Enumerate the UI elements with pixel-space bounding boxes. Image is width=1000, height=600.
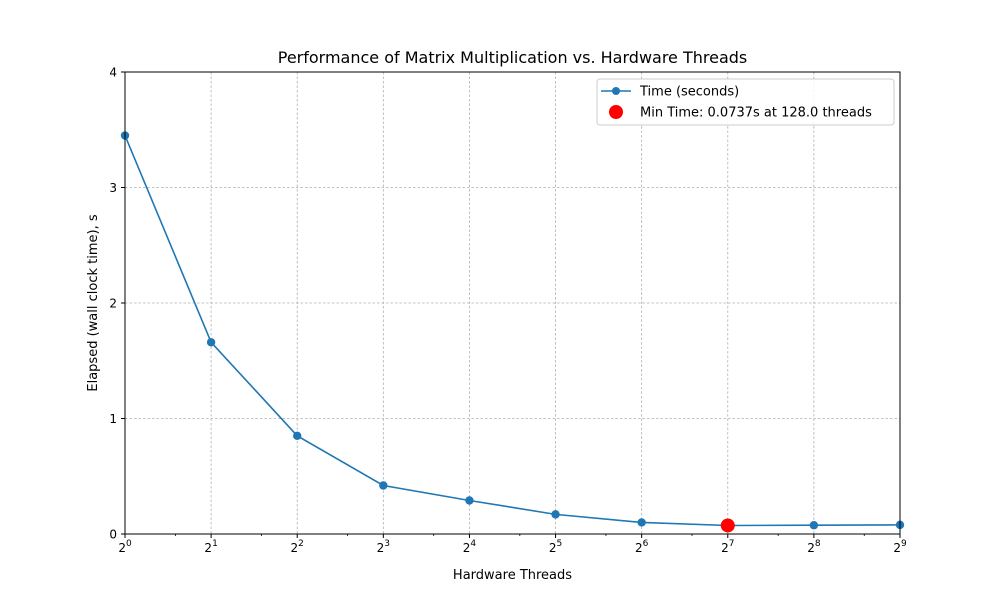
- legend-min-marker: [609, 105, 623, 119]
- x-tick-label: 23: [377, 539, 390, 555]
- series-time: [120, 131, 905, 530]
- y-tick-label: 0: [109, 528, 117, 542]
- legend: Time (seconds) Min Time: 0.0737s at 128.…: [596, 78, 895, 126]
- x-tick-label: 22: [291, 539, 304, 555]
- data-point: [206, 338, 216, 347]
- x-axis-label: Hardware Threads: [453, 568, 572, 583]
- min-time-point: [720, 518, 735, 533]
- data-point: [637, 518, 646, 527]
- x-tick-label: 25: [549, 539, 562, 555]
- x-tick-label: 27: [721, 539, 734, 555]
- y-tick-label: 4: [109, 66, 117, 80]
- legend-label-time: Time (seconds): [639, 85, 739, 100]
- y-tick-label: 2: [109, 297, 117, 311]
- data-point: [293, 431, 302, 441]
- data-point: [809, 521, 819, 530]
- x-tick-label: 26: [635, 539, 649, 555]
- y-axis-label: Elapsed (wall clock time), s: [86, 214, 101, 391]
- legend-circle-marker: [612, 87, 620, 95]
- legend-box: [596, 78, 895, 126]
- y-tick-label: 3: [109, 181, 117, 195]
- x-tick-label: 28: [807, 539, 821, 555]
- min-time-highlight: [720, 518, 735, 533]
- x-tick-label: 24: [463, 539, 477, 555]
- data-point: [465, 496, 474, 505]
- data-point: [379, 481, 388, 490]
- x-tick-label: 29: [893, 539, 907, 555]
- data-point: [551, 510, 560, 519]
- y-tick-label: 1: [109, 412, 117, 426]
- chart-title: Performance of Matrix Multiplication vs.…: [278, 48, 748, 67]
- series-line: [124, 135, 901, 527]
- x-tick-label: 20: [118, 539, 132, 555]
- grid: [124, 72, 901, 534]
- plot-frame: [124, 71, 901, 535]
- legend-label-min-time: Min Time: 0.0737s at 128.0 threads: [640, 106, 872, 121]
- x-tick-label: 21: [204, 539, 217, 555]
